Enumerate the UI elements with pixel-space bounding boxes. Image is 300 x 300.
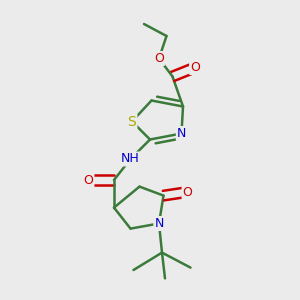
Text: O: O [183,185,192,199]
Text: N: N [154,217,164,230]
Text: O: O [154,52,164,65]
Text: O: O [190,61,200,74]
Text: S: S [128,115,136,128]
Text: NH: NH [121,152,140,166]
Text: N: N [177,127,186,140]
Text: O: O [84,173,93,187]
